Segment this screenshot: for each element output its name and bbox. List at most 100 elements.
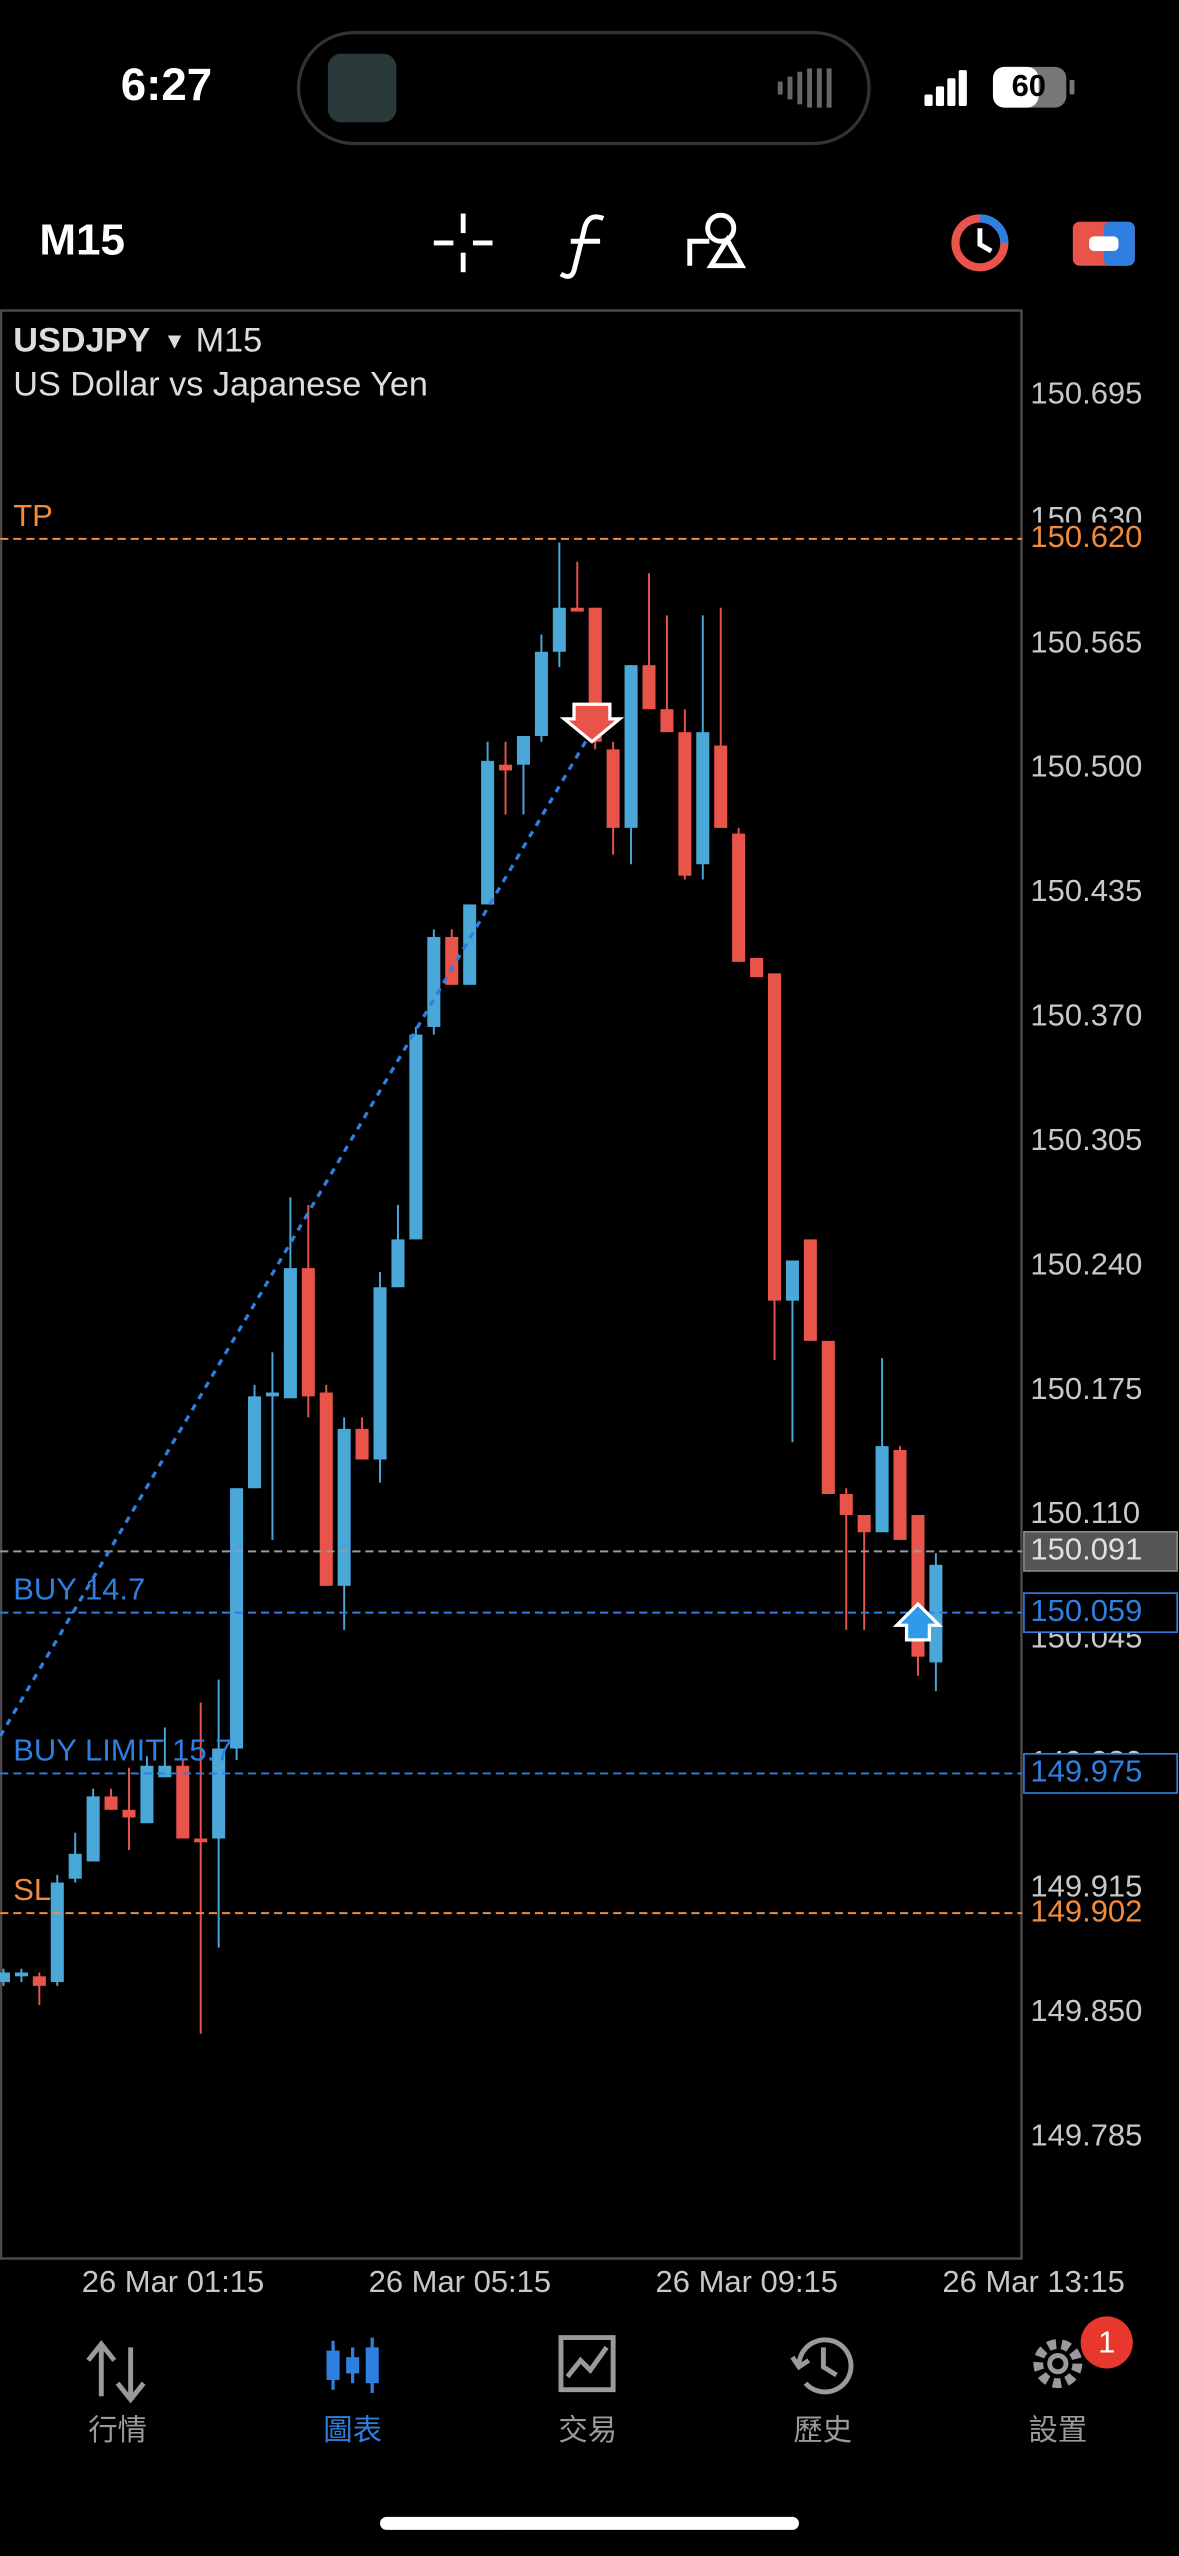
tab-icon-body — [346, 2357, 360, 2374]
candle-body — [534, 651, 548, 736]
timeframe-button[interactable]: M15 — [39, 216, 125, 265]
tab[interactable]: 歷史 — [790, 2337, 854, 2447]
level-name: SL — [13, 1872, 51, 1907]
candle-body — [176, 1765, 190, 1839]
price-label: 150.091 — [1030, 1532, 1142, 1567]
price-label-box — [1023, 522, 1178, 556]
signal-icon — [924, 70, 967, 106]
crosshair-button[interactable] — [433, 213, 493, 273]
price-label-box — [1023, 1531, 1178, 1572]
candle-body — [929, 1564, 943, 1663]
tab-icon-body — [365, 2347, 379, 2384]
candle-body — [516, 735, 531, 765]
y-tick-label: 150.695 — [1030, 375, 1142, 410]
candle-body — [0, 1972, 10, 1983]
price-label: 149.902 — [1030, 1893, 1142, 1928]
candle-body — [570, 607, 584, 612]
plot-area — [0, 537, 1023, 2034]
candle-body — [893, 1449, 907, 1540]
level-name: BUY LIMIT 15.7 — [13, 1732, 232, 1767]
candle-body — [750, 958, 764, 978]
candle-body — [50, 1882, 64, 1983]
y-tick-label: 150.240 — [1030, 1246, 1142, 1281]
candle-body — [122, 1809, 136, 1818]
tab-icon-body — [326, 2350, 340, 2380]
candle-body — [785, 1260, 799, 1301]
battery-text: 60 — [1012, 68, 1046, 103]
tab-icon — [1033, 2339, 1083, 2389]
tab[interactable]: 圖表 — [323, 2337, 382, 2447]
island-waveform — [777, 68, 832, 108]
island-artwork — [327, 53, 397, 123]
y-tick-label: 149.785 — [1030, 2117, 1142, 2152]
buy-arrow — [892, 1601, 944, 1642]
candle-body — [427, 936, 441, 1027]
home-indicator — [380, 2516, 799, 2530]
candle-body — [499, 764, 513, 771]
x-tick-label: 26 Mar 09:15 — [656, 2264, 839, 2299]
candle-body — [732, 833, 746, 962]
badge — [1080, 2316, 1133, 2369]
candle-body — [642, 665, 656, 710]
chart-frame — [0, 309, 1023, 2260]
candle-body — [624, 665, 638, 828]
chart-header: USDJPY ▼ M15 — [13, 321, 262, 359]
candle-body — [409, 1034, 423, 1240]
badge-text: 1 — [1098, 2324, 1115, 2359]
tab-bar: 行情 圖表 交易 歷史 設置 1 — [86, 2316, 1133, 2447]
candle-body — [391, 1239, 405, 1288]
dynamic-island — [296, 30, 871, 146]
candle-body — [839, 1493, 853, 1516]
candle-body — [857, 1515, 871, 1533]
candle-body — [14, 1972, 28, 1977]
candle-body — [283, 1268, 297, 1399]
level-name: BUY 14.7 — [13, 1572, 145, 1607]
price-label: 150.059 — [1030, 1593, 1142, 1628]
candle-body — [158, 1765, 172, 1778]
candle-body — [678, 732, 692, 876]
candle-body — [696, 732, 710, 865]
status-time: 6:27 — [121, 59, 212, 110]
price-label: 150.620 — [1030, 519, 1142, 554]
tab[interactable]: 設置 1 — [1029, 2316, 1133, 2447]
y-tick-label: 150.175 — [1030, 1371, 1142, 1406]
candle-body — [104, 1796, 118, 1810]
y-tick-label: 150.565 — [1030, 624, 1142, 659]
tab-icon — [790, 2337, 854, 2395]
tab-label: 圖表 — [323, 2414, 382, 2447]
oneclick-button-hand — [977, 228, 993, 254]
candle-body — [767, 973, 782, 1301]
y-tick-label: 150.110 — [1030, 1495, 1140, 1530]
objects-button[interactable] — [687, 212, 747, 269]
candle-body — [247, 1396, 262, 1489]
tab[interactable]: 行情 — [86, 2340, 147, 2447]
candle-body — [445, 936, 459, 985]
tab-icon-hub — [1047, 2353, 1069, 2375]
candle-body — [373, 1287, 387, 1460]
candle-body — [821, 1340, 835, 1494]
candle-body — [301, 1268, 315, 1397]
candle-body — [68, 1853, 82, 1879]
candle-body — [552, 607, 566, 652]
candle-body — [481, 760, 495, 905]
y-tick-label: 150.435 — [1030, 873, 1142, 908]
tab-label: 歷史 — [793, 2414, 852, 2447]
candle-body — [714, 745, 728, 828]
indicators-button[interactable] — [559, 214, 605, 279]
tab-label: 交易 — [558, 2414, 617, 2447]
trade-history-line — [0, 732, 592, 1737]
y-tick-label: 150.500 — [1030, 749, 1142, 784]
y-tick-label: 150.370 — [1030, 998, 1142, 1033]
tab-icon — [558, 2335, 616, 2393]
candle-body — [606, 749, 620, 828]
price-label: 149.975 — [1030, 1754, 1142, 1789]
tab[interactable]: 交易 — [558, 2335, 617, 2447]
candle-body — [32, 1976, 46, 1986]
symbol-description: US Dollar vs Japanese Yen — [13, 365, 428, 403]
candle-body — [337, 1428, 351, 1586]
candle-body — [265, 1392, 279, 1397]
tab-label: 設置 — [1029, 2414, 1088, 2447]
candle-body — [140, 1765, 154, 1824]
